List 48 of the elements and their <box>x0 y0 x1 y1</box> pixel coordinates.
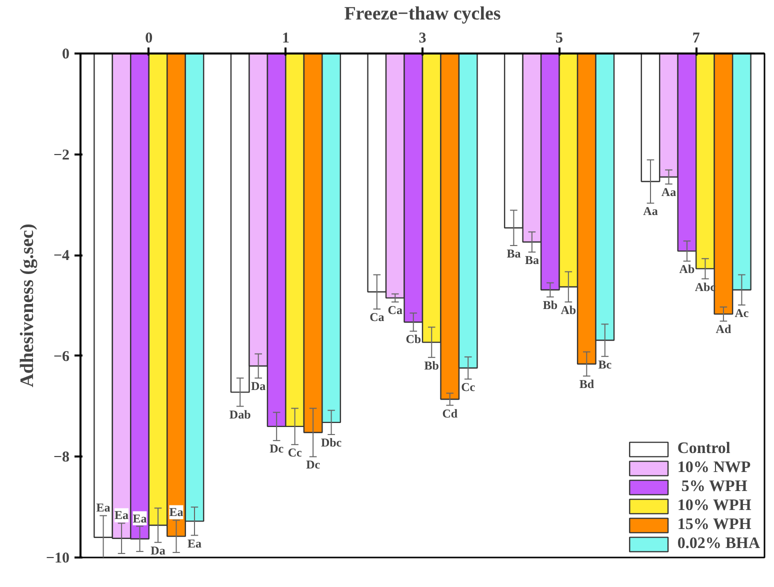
legend-label: Control <box>677 440 730 458</box>
x-tick-label: 0 <box>145 30 153 46</box>
data-label: Aa <box>661 185 676 200</box>
data-label: Cd <box>442 406 458 420</box>
data-label: Bc <box>598 357 612 372</box>
data-label: Ea <box>188 536 202 550</box>
data-label: Ba <box>506 246 521 261</box>
data-label: Ad <box>716 322 732 336</box>
data-label: Bb <box>424 358 440 372</box>
data-label: Ca <box>370 310 384 324</box>
y-tick-label: 0 <box>62 46 70 62</box>
data-label: Ca <box>388 302 402 317</box>
y-axis-title: Adhesiveness (g.sec) <box>16 224 38 388</box>
data-label: Ba <box>524 253 539 268</box>
data-label: Bd <box>579 377 594 392</box>
data-label: Dbc <box>320 436 342 450</box>
y-tick-label: −4 <box>53 248 70 264</box>
x-tick-label: 1 <box>282 30 290 46</box>
legend-label: 0.02% BHA <box>677 535 760 553</box>
legend-label: 10% WPH <box>677 497 752 515</box>
data-label: Da <box>150 543 166 558</box>
data-label: Aa <box>643 204 658 218</box>
data-label: Da <box>251 379 266 394</box>
data-label: Ab <box>679 262 695 276</box>
y-tick-label: −2 <box>53 147 70 164</box>
data-label: Ea <box>96 500 110 515</box>
y-tick-label: −8 <box>53 450 70 466</box>
y-tick-label: −10 <box>46 550 70 566</box>
data-label: Ea <box>132 511 147 526</box>
data-label: Ea <box>169 505 184 520</box>
legend-label: 10% NWP <box>677 459 751 477</box>
y-tick-label: −6 <box>53 348 70 365</box>
data-label: Bb <box>542 298 558 312</box>
data-label: Cc <box>288 446 302 460</box>
data-label: Ac <box>734 306 750 320</box>
data-label: Ab <box>560 302 576 317</box>
legend-label: 15% WPH <box>677 516 752 534</box>
x-axis-title: Freeze−thaw cycles <box>344 4 501 24</box>
data-label: Dc <box>270 442 284 456</box>
data-label: Ea <box>114 508 129 522</box>
data-label: Cc <box>461 380 476 394</box>
data-label: Dab <box>229 407 252 422</box>
x-tick-label: 7 <box>692 30 700 46</box>
x-tick-label: 3 <box>418 30 426 46</box>
data-label: Cb <box>406 332 422 346</box>
legend-label: 5% WPH <box>680 478 748 496</box>
x-tick-label: 5 <box>556 30 564 46</box>
data-label: Dc <box>306 458 321 472</box>
